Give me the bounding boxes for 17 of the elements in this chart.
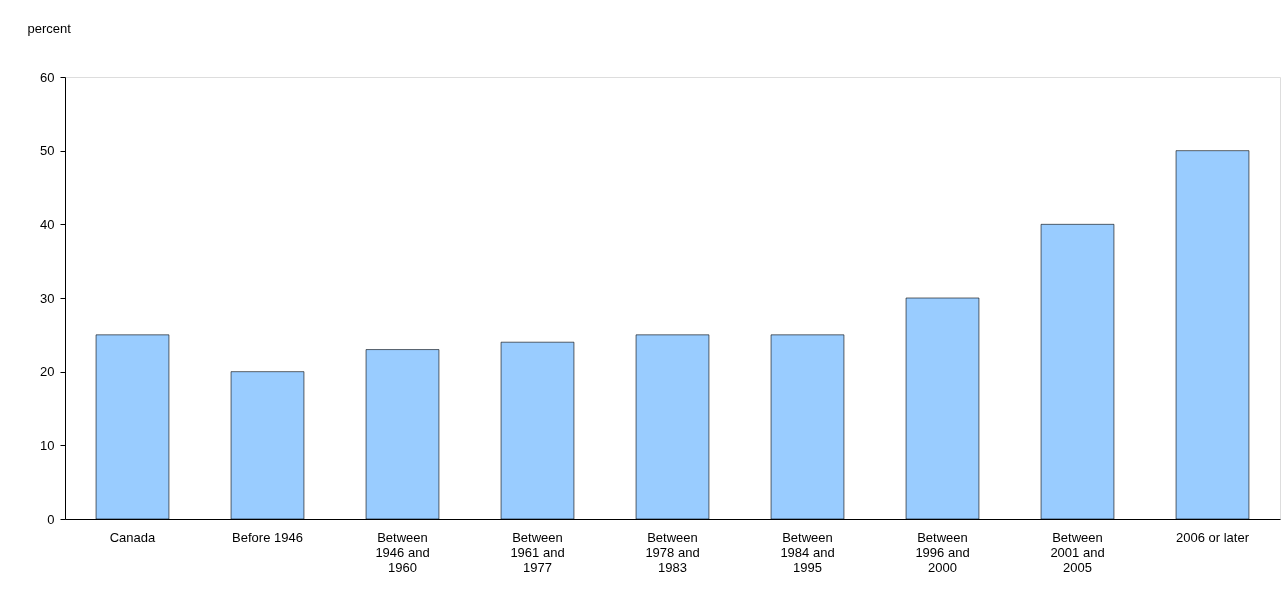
x-tick-label: Between 1984 and 1995 xyxy=(780,529,835,575)
x-tick-label: Between 1978 and 1983 xyxy=(645,529,700,575)
x-tick-label: 2006 or later xyxy=(1176,529,1250,545)
y-tick-label: 0 xyxy=(47,511,55,527)
y-tick-label: 50 xyxy=(40,143,55,159)
x-tick-label: Between 1996 and 2000 xyxy=(915,529,970,575)
x-tick-label: Between 1961 and 1977 xyxy=(510,529,565,575)
x-tick-label: Between 2001 and 2005 xyxy=(1050,529,1105,575)
y-tick-label: 30 xyxy=(40,290,55,306)
y-tick-label: 40 xyxy=(40,216,55,232)
y-tick-label: 60 xyxy=(40,69,55,85)
y-tick-label: 10 xyxy=(40,437,55,453)
y-tick-label: 20 xyxy=(40,364,55,380)
x-tick-label: Canada xyxy=(109,529,157,545)
x-tick-label: Before 1946 xyxy=(232,529,303,545)
x-tick-label: Between 1946 and 1960 xyxy=(375,529,430,575)
y-axis-title: percent xyxy=(27,20,72,36)
